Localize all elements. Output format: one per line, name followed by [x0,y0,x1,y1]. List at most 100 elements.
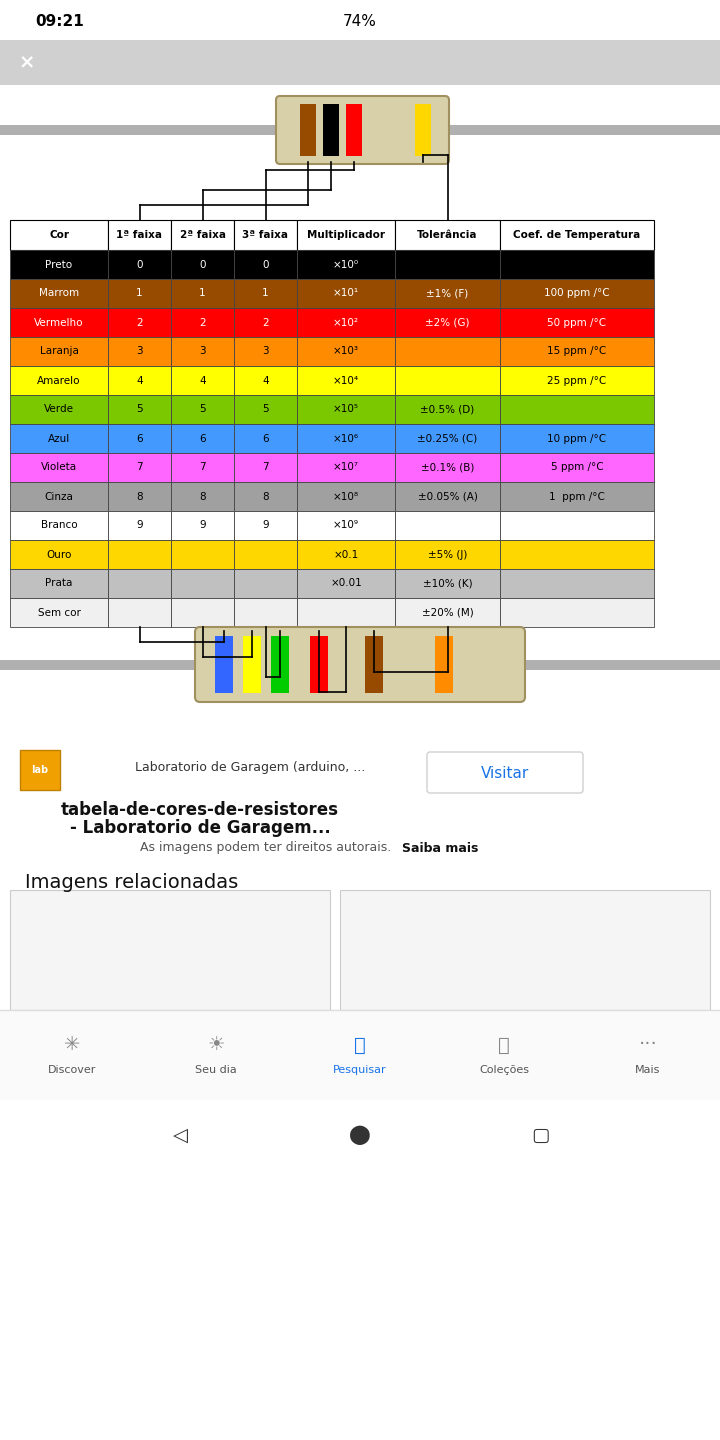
Bar [297,337,395,366]
Bar [0,660,720,670]
Text: Cor: Cor [49,230,69,240]
Text: 6: 6 [136,433,143,444]
Bar [300,104,316,156]
Bar [171,423,234,454]
Text: ±0.25% (C): ±0.25% (C) [418,433,477,444]
Text: 10 ppm /°C: 10 ppm /°C [547,433,606,444]
Bar [171,366,234,395]
Text: Preto: Preto [45,259,73,269]
Bar [310,636,328,693]
Bar [500,454,654,482]
Bar [500,598,654,626]
Bar [234,511,297,540]
Text: ×10⁶: ×10⁶ [333,433,359,444]
Bar [10,251,108,279]
Bar [500,540,654,569]
Bar [0,40,720,85]
Text: ±0.1% (B): ±0.1% (B) [420,462,474,472]
Bar [0,1100,720,1440]
Bar [171,511,234,540]
Text: 5: 5 [136,405,143,415]
Bar [297,511,395,540]
Text: 8: 8 [136,491,143,501]
Text: 3: 3 [136,347,143,357]
Bar [297,482,395,511]
Text: ×0.1: ×0.1 [333,550,359,560]
Bar [10,423,108,454]
Bar [234,482,297,511]
Text: 8: 8 [199,491,206,501]
Bar [10,598,108,626]
Bar [108,423,171,454]
Bar [108,395,171,423]
Text: - Laboratorio de Garagem...: - Laboratorio de Garagem... [70,819,330,837]
Bar [234,279,297,308]
Text: ◁: ◁ [173,1126,187,1145]
Text: ±10% (K): ±10% (K) [423,579,472,589]
Bar [395,395,500,423]
Bar [243,636,261,693]
Bar [395,511,500,540]
Text: Branco: Branco [41,520,77,530]
Text: 2ª faixa: 2ª faixa [179,230,225,240]
Bar [415,104,431,156]
Bar [171,395,234,423]
Bar [500,395,654,423]
Text: 0: 0 [136,259,143,269]
Bar [500,337,654,366]
Text: ×10⁷: ×10⁷ [333,462,359,472]
Bar [500,220,654,251]
Text: Seu dia: Seu dia [195,1066,237,1076]
Text: ±5% (J): ±5% (J) [428,550,467,560]
Bar [234,454,297,482]
Text: ×10⁴: ×10⁴ [333,376,359,386]
Bar [108,511,171,540]
Bar [365,636,383,693]
Bar [108,569,171,598]
Text: 2: 2 [136,317,143,327]
Bar [297,366,395,395]
Bar [500,251,654,279]
Text: 100 ppm /°C: 100 ppm /°C [544,288,610,298]
Text: 7: 7 [262,462,269,472]
Text: 5: 5 [199,405,206,415]
Text: Imagens relacionadas: Imagens relacionadas [25,873,238,891]
Text: 1: 1 [262,288,269,298]
Bar [395,366,500,395]
Text: ⬤: ⬤ [349,1125,371,1145]
Bar [108,482,171,511]
Bar [297,220,395,251]
Text: ×10³: ×10³ [333,347,359,357]
Text: Marrom: Marrom [39,288,79,298]
Bar [10,366,108,395]
Text: ×10⁵: ×10⁵ [333,405,359,415]
Bar [215,636,233,693]
Text: 50 ppm /°C: 50 ppm /°C [547,317,606,327]
Text: Coleções: Coleções [479,1066,529,1076]
Text: 1: 1 [136,288,143,298]
Text: Verde: Verde [44,405,74,415]
Text: Prata: Prata [45,579,73,589]
Bar [10,395,108,423]
Text: 5 ppm /°C: 5 ppm /°C [551,462,603,472]
Text: ▢: ▢ [531,1126,549,1145]
Bar [500,366,654,395]
Text: ×10²: ×10² [333,317,359,327]
Text: Amarelo: Amarelo [37,376,81,386]
Text: ×10⁸: ×10⁸ [333,491,359,501]
Text: tabela-de-cores-de-resistores: tabela-de-cores-de-resistores [61,801,339,819]
Bar [20,750,60,791]
Text: 3ª faixa: 3ª faixa [243,230,289,240]
Text: 1ª faixa: 1ª faixa [117,230,163,240]
Bar [171,569,234,598]
Bar [171,454,234,482]
Bar [395,454,500,482]
Text: 8: 8 [262,491,269,501]
Bar [0,125,720,135]
Bar [10,308,108,337]
FancyBboxPatch shape [276,96,449,164]
Bar [234,569,297,598]
Text: ±2% (G): ±2% (G) [426,317,469,327]
Bar [171,540,234,569]
Text: Tolerância: Tolerância [418,230,478,240]
